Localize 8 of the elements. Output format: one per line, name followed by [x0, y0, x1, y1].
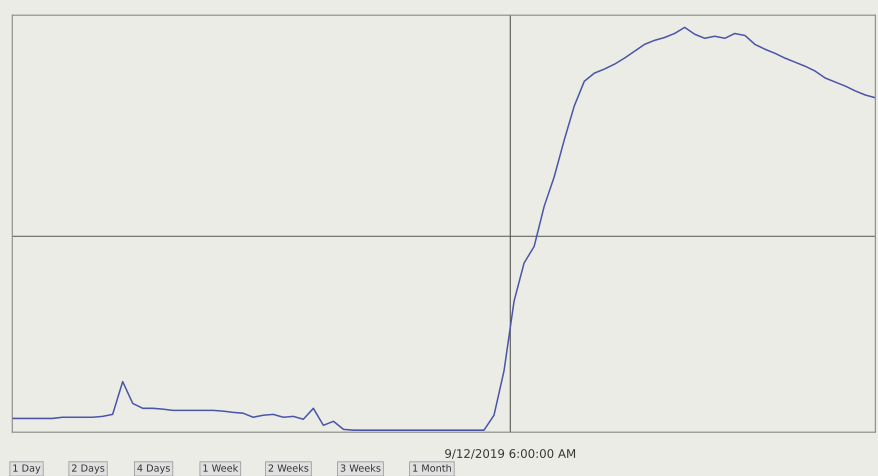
text: 4 Days [137, 464, 170, 474]
text: 3 Weeks [340, 464, 380, 472]
text: 2 Days [72, 464, 104, 474]
text: 2 Weeks [268, 464, 308, 472]
text: 1 Week [203, 464, 238, 472]
text: 9/12/2019 6:00:00 AM [445, 449, 576, 459]
text: 1 Day [13, 464, 40, 474]
text: 1 Month [413, 464, 451, 472]
